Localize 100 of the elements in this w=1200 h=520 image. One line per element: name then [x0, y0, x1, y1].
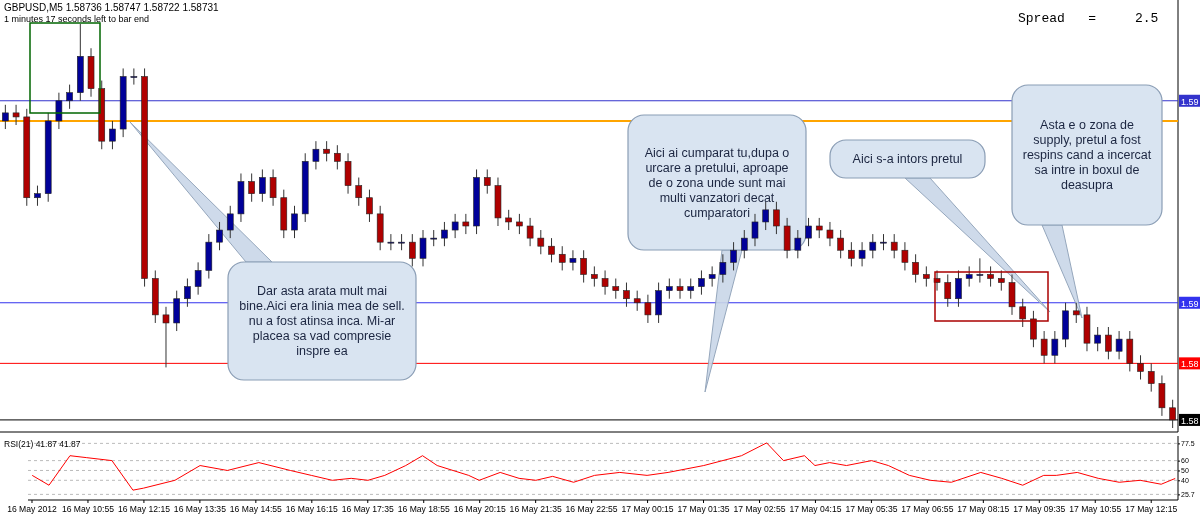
candlestick [516, 213, 523, 235]
candlestick [269, 168, 277, 207]
candlestick [387, 233, 395, 251]
candlestick [912, 253, 919, 284]
candlestick [826, 221, 834, 247]
candlestick [1169, 399, 1176, 429]
x-tick-label: 16 May 16:15 [285, 504, 339, 515]
candlestick [815, 217, 823, 239]
candlestick [666, 278, 673, 300]
candlestick [1137, 354, 1144, 381]
candlestick [890, 233, 898, 259]
candlestick [419, 229, 427, 267]
candlestick [794, 229, 802, 259]
candlestick [644, 294, 652, 324]
x-tick-label: 16 May 2012 [7, 504, 58, 515]
x-tick-label: 16 May 20:15 [453, 504, 506, 515]
x-tick-label: 16 May 10:55 [61, 504, 115, 515]
candlestick [1094, 326, 1101, 352]
candlestick [184, 278, 191, 308]
candlestick [1147, 362, 1155, 393]
annotation: Spread = 2.5 [1018, 11, 1159, 26]
candlestick [1072, 302, 1080, 324]
candlestick [591, 265, 598, 288]
candlestick [805, 217, 812, 247]
x-tick-label: 17 May 04:15 [789, 504, 842, 515]
candlestick [248, 172, 255, 203]
candlestick [526, 217, 534, 247]
candlestick [1019, 298, 1027, 328]
text: 1.59 [1181, 298, 1199, 309]
candlestick [987, 265, 994, 288]
candlestick [751, 213, 759, 247]
x-tick-label: 17 May 10:55 [1069, 504, 1122, 515]
x-tick-label: 16 May 14:55 [229, 504, 283, 515]
chart-title: RSI(21) 41.87 41.87 [4, 439, 81, 449]
x-tick-label: 17 May 08:15 [957, 504, 1010, 515]
candlestick [848, 241, 855, 267]
candlestick [901, 241, 909, 271]
x-tick-label: 17 May 09:35 [1013, 504, 1066, 515]
candlestick [869, 233, 877, 259]
candlestick [676, 278, 684, 300]
candlestick [130, 67, 138, 86]
candlestick [483, 168, 491, 195]
candlestick [955, 269, 962, 308]
annotation: Aici s-a intors pretul [852, 152, 963, 166]
candlestick [312, 140, 320, 170]
candlestick [259, 168, 266, 203]
candlestick [109, 120, 116, 150]
candlestick [730, 241, 737, 271]
candlestick [451, 213, 459, 239]
candlestick [944, 273, 952, 308]
x-tick-label: 17 May 05:35 [845, 504, 898, 515]
candlestick [698, 269, 705, 296]
candlestick [1030, 310, 1037, 348]
candlestick [216, 221, 223, 251]
candlestick [623, 282, 630, 308]
candlestick [633, 290, 641, 312]
candlestick [569, 249, 577, 271]
x-tick-label: 16 May 22:55 [565, 504, 618, 515]
x-tick-label: 17 May 12:15 [1125, 504, 1178, 515]
candlestick [1040, 330, 1048, 364]
candlestick [773, 201, 780, 235]
annotation: Asta e o zona de supply, pretul a fost respins cand a incercat sa intre in boxul de deasupra [1022, 118, 1152, 192]
candlestick [366, 189, 373, 223]
candlestick [837, 229, 844, 259]
candlestick [740, 229, 748, 259]
candlestick [226, 205, 234, 239]
x-tick-label: 17 May 01:35 [677, 504, 730, 515]
line-series [31, 442, 1176, 491]
chart-title: GBPUSD,M5 1.58736 1.58747 1.58722 1.58731 [4, 2, 220, 13]
candlestick [55, 92, 63, 130]
candlestick [505, 209, 512, 231]
chart-subtitle: 1 minutes 17 seconds left to bar end [4, 14, 150, 24]
candlestick [537, 229, 545, 255]
candlestick [1051, 330, 1059, 364]
candlestick [355, 177, 363, 207]
candlestick [1115, 330, 1123, 360]
candlestick [601, 269, 609, 296]
candlestick [66, 84, 73, 110]
candlestick [923, 265, 930, 288]
candlestick [2, 104, 9, 130]
candlestick [762, 201, 769, 231]
x-tick-label: 16 May 18:55 [397, 504, 450, 515]
candlestick [976, 257, 984, 284]
candlestick [965, 265, 973, 288]
candlestick [612, 278, 620, 300]
candlestick [34, 185, 41, 207]
x-tick-label: 17 May 06:55 [901, 504, 954, 515]
candlestick [323, 140, 330, 162]
candlestick [719, 253, 727, 284]
x-tick-label: 16 May 13:35 [173, 504, 227, 515]
candlestick [162, 306, 170, 368]
candlestick [933, 269, 941, 292]
candlestick [12, 104, 20, 126]
text: 1.59 [1181, 96, 1199, 107]
candlestick [194, 261, 202, 296]
candlestick [548, 237, 555, 263]
candlestick [1105, 326, 1112, 360]
x-tick-label: 17 May 00:15 [621, 504, 674, 515]
annotation: Aici ai cumparat tu,dupa o urcare a pretului, aproape de o zona unde sunt mai multi vanzatori decat cumparatori [644, 145, 790, 220]
candlestick [462, 213, 470, 235]
